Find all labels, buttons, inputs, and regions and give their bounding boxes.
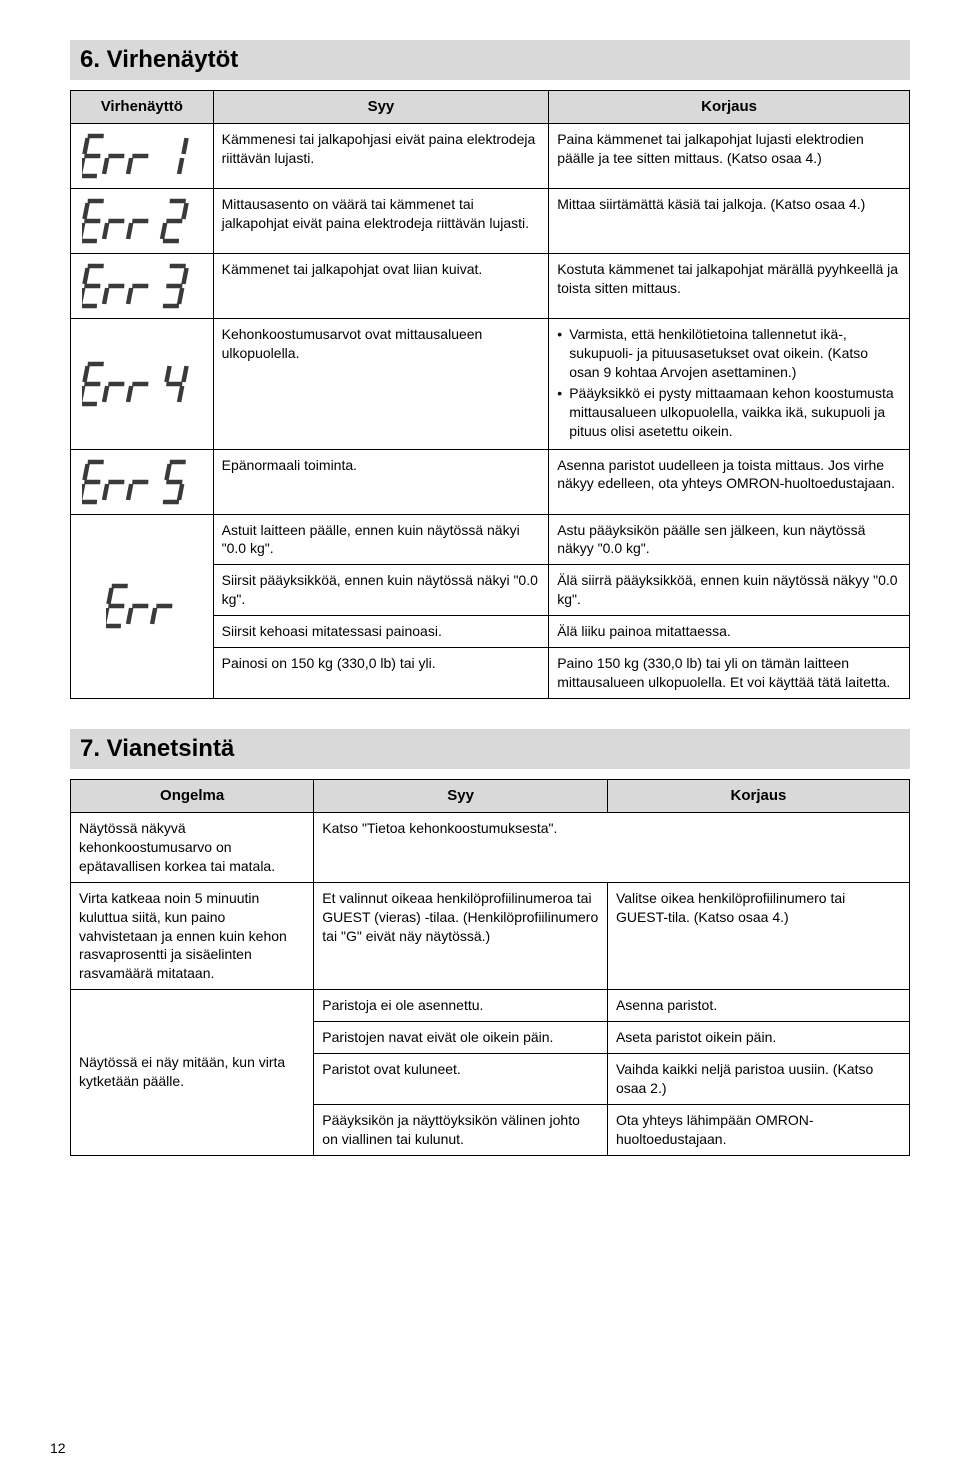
col-header: Syy <box>213 91 549 124</box>
cause-cell: Painosi on 150 kg (330,0 lb) tai yli. <box>213 648 549 699</box>
error-code-cell <box>71 319 214 449</box>
table-row: Näytössä ei näy mitään, kun virta kytket… <box>71 990 910 1022</box>
fix-cell: Valitse oikea henkilöprofiilinumero tai … <box>607 882 909 989</box>
cause-cell: Et valinnut oikeaa henkilöprofiilinumero… <box>314 882 608 989</box>
cause-cell: Siirsit kehoasi mitatessasi painoasi. <box>213 616 549 648</box>
fix-cell: Aseta paristot oikein päin. <box>607 1022 909 1054</box>
cause-cell: Kämmenesi tai jalkapohjasi eivät paina e… <box>213 124 549 189</box>
cause-cell: Katso "Tietoa kehonkoostumuksesta". <box>314 813 910 883</box>
cause-cell: Astuit laitteen päälle, ennen kuin näytö… <box>213 514 549 565</box>
fix-cell: Asenna paristot uudelleen ja toista mitt… <box>549 449 910 514</box>
problem-cell: Näytössä ei näy mitään, kun virta kytket… <box>71 990 314 1155</box>
error-code-cell <box>71 254 214 319</box>
error-code-cell <box>71 449 214 514</box>
table-row: Ongelma Syy Korjaus <box>71 779 910 812</box>
fix-cell: Älä liiku painoa mitattaessa. <box>549 616 910 648</box>
error-code-cell <box>71 124 214 189</box>
fix-cell: Ota yhteys lähimpään OMRON-huoltoedustaj… <box>607 1104 909 1155</box>
table-row: Epänormaali toiminta.Asenna paristot uud… <box>71 449 910 514</box>
cause-cell: Mittausasento on väärä tai kämmenet tai … <box>213 189 549 254</box>
table-row: Kehonkoostumusarvot ovat mittausalueen u… <box>71 319 910 449</box>
section6-heading: 6. Virhenäytöt <box>70 40 910 80</box>
fix-cell: Astu pääyksikön päälle sen jälkeen, kun … <box>549 514 910 565</box>
col-header: Korjaus <box>607 779 909 812</box>
page-number: 12 <box>50 1440 66 1456</box>
cause-cell: Paristoja ei ole asennettu. <box>314 990 608 1022</box>
fix-cell: Kostuta kämmenet tai jalkapohjat märällä… <box>549 254 910 319</box>
col-header: Korjaus <box>549 91 910 124</box>
table-section6: Virhenäyttö Syy Korjaus Kämmenesi tai ja… <box>70 90 910 699</box>
table-row: Näytössä näkyvä kehonkoostumusarvo on ep… <box>71 813 910 883</box>
fix-cell: Varmista, että henkilötietoina tallennet… <box>549 319 910 449</box>
cause-cell: Kämmenet tai jalkapohjat ovat liian kuiv… <box>213 254 549 319</box>
problem-cell: Näytössä näkyvä kehonkoostumusarvo on ep… <box>71 813 314 883</box>
fix-cell: Asenna paristot. <box>607 990 909 1022</box>
table-row: Mittausasento on väärä tai kämmenet tai … <box>71 189 910 254</box>
col-header: Virhenäyttö <box>71 91 214 124</box>
fix-cell: Paina kämmenet tai jalkapohjat lujasti e… <box>549 124 910 189</box>
table-row: Virta katkeaa noin 5 minuutin kuluttua s… <box>71 882 910 989</box>
fix-cell: Vaihda kaikki neljä paristoa uusiin. (Ka… <box>607 1053 909 1104</box>
table-row: Kämmenesi tai jalkapohjasi eivät paina e… <box>71 124 910 189</box>
col-header: Ongelma <box>71 779 314 812</box>
table-section7: Ongelma Syy Korjaus Näytössä näkyvä keho… <box>70 779 910 1156</box>
col-header: Syy <box>314 779 608 812</box>
problem-cell: Virta katkeaa noin 5 minuutin kuluttua s… <box>71 882 314 989</box>
fix-list-item: Varmista, että henkilötietoina tallennet… <box>557 325 901 382</box>
cause-cell: Paristot ovat kuluneet. <box>314 1053 608 1104</box>
section7-heading: 7. Vianetsintä <box>70 729 910 769</box>
fix-list-item: Pääyksikkö ei pysty mittaamaan kehon koo… <box>557 384 901 441</box>
cause-cell: Kehonkoostumusarvot ovat mittausalueen u… <box>213 319 549 449</box>
error-code-cell <box>71 189 214 254</box>
cause-cell: Paristojen navat eivät ole oikein päin. <box>314 1022 608 1054</box>
fix-cell: Älä siirrä pääyksikköä, ennen kuin näytö… <box>549 565 910 616</box>
table-row: Virhenäyttö Syy Korjaus <box>71 91 910 124</box>
error-code-cell <box>71 514 214 698</box>
table-row: Kämmenet tai jalkapohjat ovat liian kuiv… <box>71 254 910 319</box>
cause-cell: Siirsit pääyksikköä, ennen kuin näytössä… <box>213 565 549 616</box>
table-row: Astuit laitteen päälle, ennen kuin näytö… <box>71 514 910 565</box>
cause-cell: Epänormaali toiminta. <box>213 449 549 514</box>
fix-cell: Mittaa siirtämättä käsiä tai jalkoja. (K… <box>549 189 910 254</box>
cause-cell: Pääyksikön ja näyttöyksikön välinen joht… <box>314 1104 608 1155</box>
fix-cell: Paino 150 kg (330,0 lb) tai yli on tämän… <box>549 648 910 699</box>
